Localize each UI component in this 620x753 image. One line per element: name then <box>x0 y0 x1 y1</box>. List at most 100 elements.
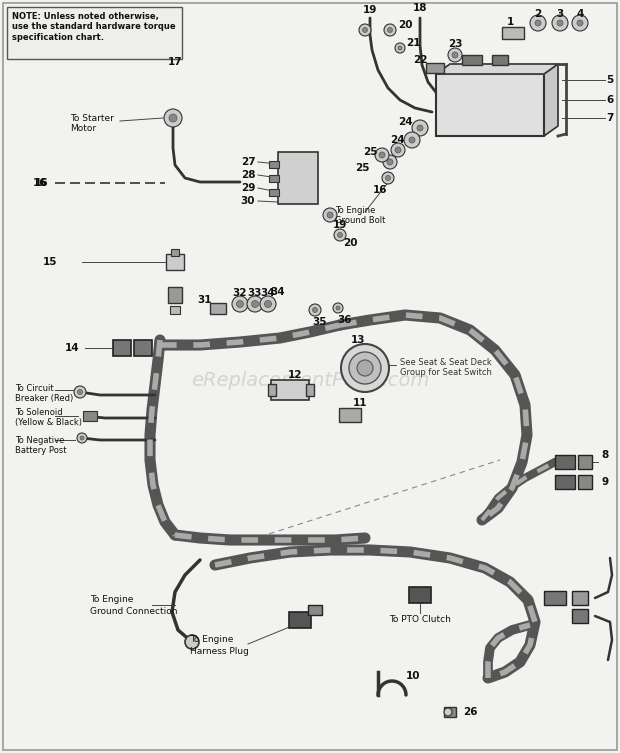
Bar <box>269 175 279 181</box>
Text: 17: 17 <box>167 57 182 67</box>
Circle shape <box>444 708 452 716</box>
Text: 29: 29 <box>241 183 255 193</box>
Circle shape <box>379 152 385 158</box>
Text: 34: 34 <box>260 288 275 298</box>
Text: 35: 35 <box>312 317 327 327</box>
Text: To Solenoid: To Solenoid <box>15 407 63 416</box>
Text: 9: 9 <box>601 477 609 487</box>
Bar <box>210 303 226 313</box>
Circle shape <box>334 229 346 241</box>
Circle shape <box>80 436 84 440</box>
Text: Battery Post: Battery Post <box>15 446 66 455</box>
Text: 11: 11 <box>353 398 367 408</box>
Bar <box>113 340 131 356</box>
Text: To Engine: To Engine <box>190 636 233 645</box>
Circle shape <box>363 28 368 32</box>
Text: 27: 27 <box>241 157 255 167</box>
Text: 24: 24 <box>397 117 412 127</box>
Text: To Engine: To Engine <box>335 206 375 215</box>
Bar <box>289 612 311 628</box>
Text: 33: 33 <box>248 288 262 298</box>
Circle shape <box>382 172 394 184</box>
Text: 25: 25 <box>363 147 377 157</box>
Text: 36: 36 <box>338 315 352 325</box>
Text: To Engine: To Engine <box>90 596 133 605</box>
Text: 23: 23 <box>448 39 463 49</box>
Bar <box>426 63 444 73</box>
Circle shape <box>452 52 458 58</box>
Text: 12: 12 <box>288 370 303 380</box>
Circle shape <box>557 20 563 26</box>
Bar <box>572 609 588 623</box>
Text: 31: 31 <box>198 295 212 305</box>
Circle shape <box>395 147 401 153</box>
Text: 20: 20 <box>343 238 357 248</box>
Circle shape <box>309 304 321 316</box>
Circle shape <box>236 300 244 307</box>
Circle shape <box>312 307 317 312</box>
Text: 24: 24 <box>390 135 404 145</box>
Bar <box>170 306 180 314</box>
Circle shape <box>404 132 420 148</box>
Circle shape <box>409 137 415 143</box>
Circle shape <box>577 20 583 26</box>
Text: 6: 6 <box>606 95 614 105</box>
Circle shape <box>417 125 423 131</box>
Text: 28: 28 <box>241 170 255 180</box>
Circle shape <box>247 296 263 312</box>
Text: 16: 16 <box>35 178 49 188</box>
Text: 22: 22 <box>413 55 427 65</box>
Text: 32: 32 <box>232 288 247 298</box>
Circle shape <box>164 109 182 127</box>
Text: 16: 16 <box>33 178 47 188</box>
Text: 18: 18 <box>413 3 427 13</box>
Circle shape <box>327 212 333 218</box>
Circle shape <box>323 208 337 222</box>
Circle shape <box>552 15 568 31</box>
Bar <box>409 587 431 603</box>
Text: Group for Seat Switch: Group for Seat Switch <box>400 367 492 376</box>
Bar <box>339 408 361 422</box>
Circle shape <box>169 114 177 122</box>
Text: 34: 34 <box>271 287 285 297</box>
Text: 26: 26 <box>463 707 477 717</box>
Text: 15: 15 <box>43 257 57 267</box>
Text: 14: 14 <box>64 343 79 353</box>
Bar <box>168 287 182 303</box>
Bar <box>555 455 575 469</box>
Circle shape <box>74 386 86 398</box>
Text: 19: 19 <box>363 5 377 15</box>
Circle shape <box>185 635 199 649</box>
Bar <box>308 605 322 615</box>
Bar <box>462 55 482 65</box>
Bar <box>7 7 182 59</box>
Text: To Negative: To Negative <box>15 435 64 444</box>
Circle shape <box>530 15 546 31</box>
Circle shape <box>398 46 402 50</box>
Text: 30: 30 <box>241 196 255 206</box>
Circle shape <box>252 300 259 307</box>
Circle shape <box>341 344 389 392</box>
Bar <box>444 707 456 717</box>
Text: Motor: Motor <box>70 123 96 133</box>
Text: Ground Bolt: Ground Bolt <box>335 215 386 224</box>
Circle shape <box>383 155 397 169</box>
Bar <box>555 475 575 489</box>
Text: NOTE: Unless noted otherwise,
use the standard hardware torque
specification cha: NOTE: Unless noted otherwise, use the st… <box>12 12 175 42</box>
Polygon shape <box>436 64 558 74</box>
Polygon shape <box>544 64 558 136</box>
Circle shape <box>359 24 371 36</box>
Bar <box>578 455 592 469</box>
Circle shape <box>384 24 396 36</box>
Bar <box>269 160 279 167</box>
Circle shape <box>357 360 373 376</box>
Text: 13: 13 <box>351 335 365 345</box>
Bar <box>436 74 544 136</box>
Bar <box>544 591 566 605</box>
Text: To PTO Clutch: To PTO Clutch <box>389 615 451 624</box>
Text: Ground Connection: Ground Connection <box>90 608 177 617</box>
Bar <box>134 340 152 356</box>
Text: 16: 16 <box>373 185 388 195</box>
Bar <box>502 27 524 39</box>
Bar <box>492 55 508 65</box>
